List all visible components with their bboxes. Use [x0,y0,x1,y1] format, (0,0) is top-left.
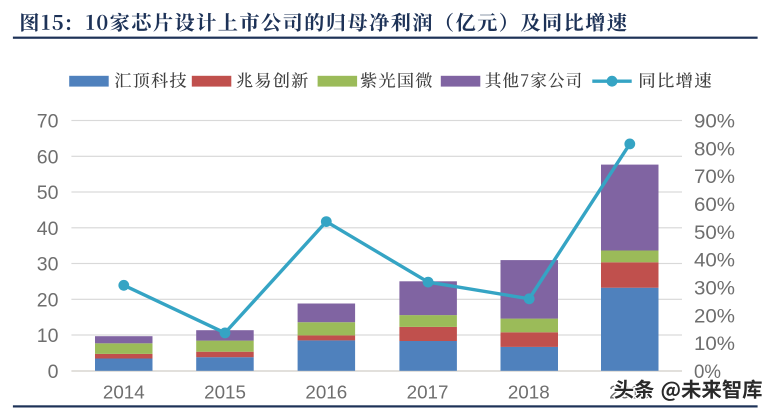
svg-text:2018: 2018 [508,381,550,402]
svg-text:20%: 20% [694,305,735,327]
svg-text:60: 60 [37,146,59,168]
svg-text:80%: 80% [694,138,735,160]
svg-text:30: 30 [37,254,59,276]
svg-text:20: 20 [37,289,59,311]
svg-text:70: 70 [37,111,59,133]
svg-text:30%: 30% [694,278,735,300]
svg-text:50%: 50% [694,222,735,244]
svg-text:10: 10 [37,325,59,347]
svg-text:50: 50 [37,182,59,204]
svg-text:60%: 60% [694,194,735,216]
svg-text:10%: 10% [694,333,735,355]
svg-text:40: 40 [37,218,59,240]
svg-text:2016: 2016 [305,381,347,402]
svg-text:2017: 2017 [407,381,449,402]
svg-text:70%: 70% [694,166,735,188]
svg-text:2014: 2014 [103,381,145,402]
svg-text:0%: 0% [694,361,721,383]
svg-text:2015: 2015 [204,381,246,402]
svg-text:90%: 90% [694,111,735,133]
svg-text:0: 0 [48,361,59,383]
svg-text:40%: 40% [694,250,735,272]
